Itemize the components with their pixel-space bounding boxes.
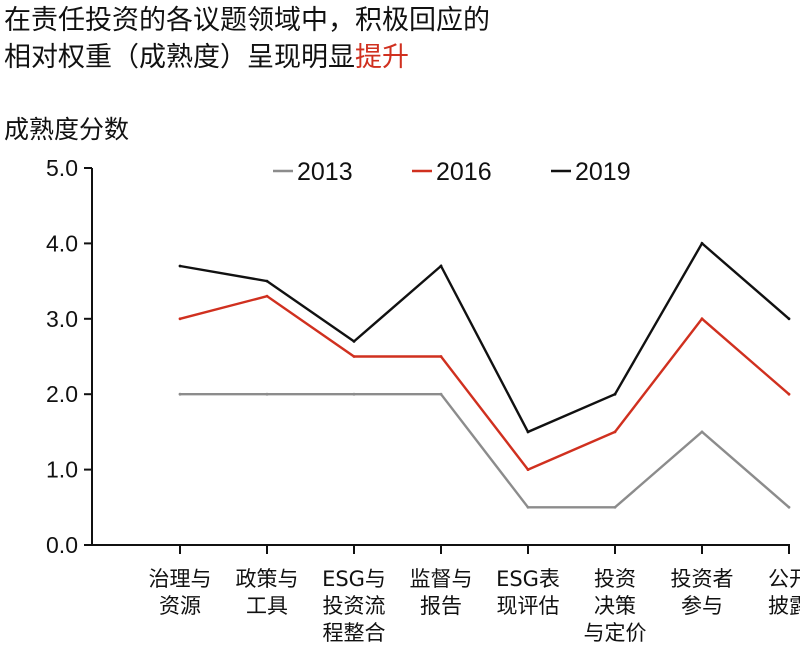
x-category-label: 报告 [420,594,462,618]
series-line-2019 [179,241,790,434]
data-point-2019 [787,317,791,321]
x-category-label: 决策 [594,594,636,618]
x-category-label: 政策与 [236,567,299,591]
y-tick-label: 4.0 [46,230,78,256]
data-point-2016 [265,294,269,298]
x-category-label: 与定价 [584,621,647,645]
x-category-label: 投资者 [671,567,734,591]
chart-headline: 在责任投资的各议题领域中，积极回应的 相对权重（成熟度）呈现明显提升 [4,2,794,76]
data-point-2019 [265,279,269,283]
data-point-2019 [178,264,182,268]
data-point-2019 [352,340,356,343]
data-point-2019 [439,264,443,268]
data-point-2013 [526,505,530,509]
series-lines [178,241,791,509]
data-point-2013 [265,392,269,396]
data-point-2016 [178,317,182,321]
y-axis-label: 成熟度分数 [4,115,130,144]
x-category-label: 投资 [594,567,636,591]
data-point-2013 [613,505,617,509]
y-tick-labels: 0.0 1.0 2.0 3.0 4.0 5.0 [46,155,92,558]
x-category-label: 参与 [681,594,723,618]
x-category-label: 投资流 [323,594,386,618]
legend: 2013 2016 2019 [273,158,631,186]
x-category-label: 披露 [768,594,800,618]
y-tick-label: 5.0 [46,155,78,181]
data-point-2013 [787,505,791,509]
y-tick-label: 0.0 [46,532,78,558]
data-point-2016 [613,430,617,434]
data-point-2016 [439,355,443,358]
data-point-2013 [352,392,356,396]
legend-label-2019: 2019 [575,158,631,186]
data-point-2016 [352,355,356,358]
x-category-label: 监督与 [410,567,473,591]
x-category-label: ESG与 [322,567,386,591]
data-point-2019 [526,430,530,434]
series-line-2016 [179,294,790,472]
legend-label-2016: 2016 [436,158,492,186]
headline-line-2: 相对权重（成熟度）呈现明显提升 [4,39,794,76]
x-category-label: 治理与 [149,567,212,591]
legend-label-2013: 2013 [297,158,353,186]
x-category-label: 公开 [768,567,800,591]
y-tick-label: 2.0 [46,381,78,407]
headline-accent: 提升 [355,42,409,73]
x-category-label: 程整合 [323,621,386,645]
data-point-2013 [178,392,182,396]
x-category-label: ESG表 [496,567,560,591]
data-point-2016 [787,392,791,396]
headline-line-1: 在责任投资的各议题领域中，积极回应的 [4,5,490,36]
y-tick-label: 1.0 [46,457,78,483]
data-point-2013 [439,392,443,396]
x-category-label: 工具 [246,594,288,618]
data-point-2013 [700,430,704,434]
data-point-2016 [700,317,704,321]
data-point-2019 [700,242,704,245]
y-tick-label: 3.0 [46,306,78,332]
data-point-2019 [613,392,617,396]
x-category-label: 现评估 [497,594,560,618]
data-point-2016 [526,468,530,471]
x-category-label: 资源 [159,594,201,618]
series-line-2013 [180,393,790,509]
headline-line-2-prefix: 相对权重（成熟度）呈现明显 [4,42,355,73]
